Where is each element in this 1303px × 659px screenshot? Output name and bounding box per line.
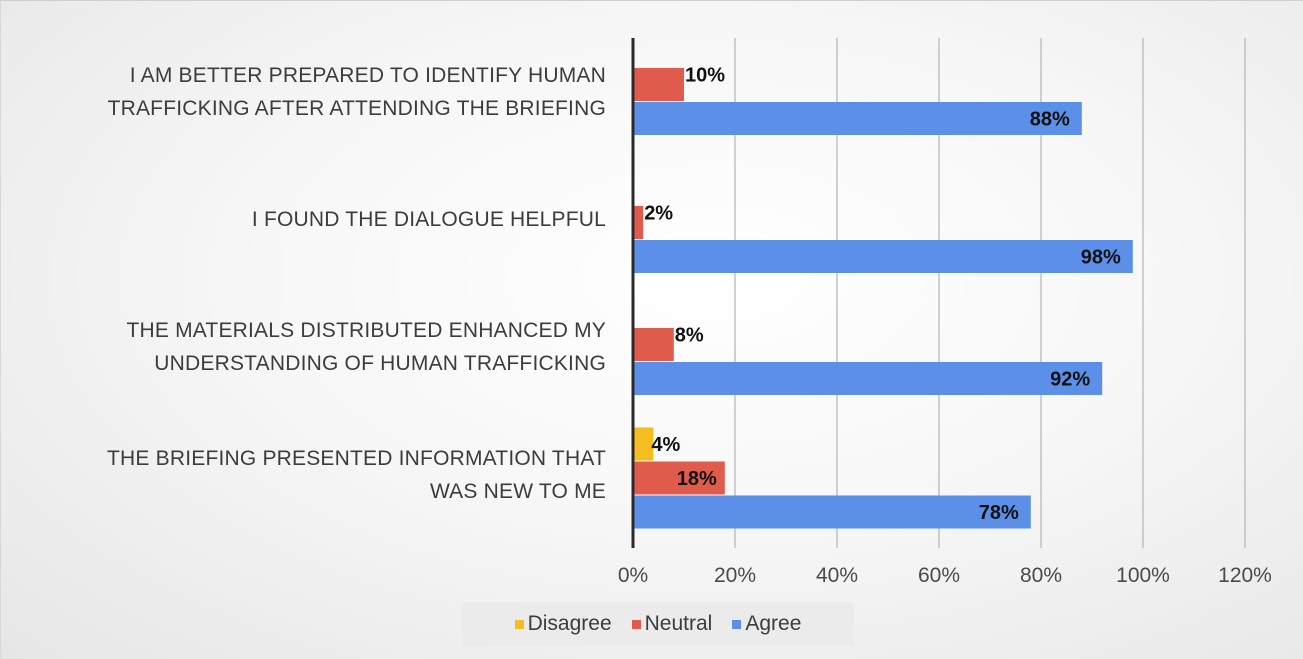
data-label: 78%: [979, 502, 1019, 524]
x-tick-label: 60%: [918, 564, 960, 587]
category-labels: I AM BETTER PREPARED TO IDENTIFY HUMAN TR…: [107, 64, 606, 503]
bar-neutral: [633, 461, 725, 495]
legend-item-agree: Agree: [732, 612, 801, 636]
bars: [633, 68, 1133, 529]
x-tick-label: 120%: [1218, 564, 1272, 587]
x-tick-label: 0%: [618, 564, 648, 587]
x-tick-label: 100%: [1116, 564, 1170, 587]
x-tick-label: 20%: [714, 564, 756, 587]
bar-neutral: [633, 328, 674, 361]
legend-swatch-disagree: [514, 619, 524, 629]
category-label: THE MATERIALS DISTRIBUTED ENHANCED MY: [126, 319, 606, 342]
legend-item-disagree: Disagree: [514, 612, 612, 636]
data-label: 4%: [651, 434, 680, 456]
legend-label-agree: Agree: [745, 612, 802, 635]
category-label: I AM BETTER PREPARED TO IDENTIFY HUMAN: [130, 64, 606, 87]
bar-agree: [633, 495, 1031, 529]
data-label: 18%: [677, 468, 717, 490]
x-tick-label: 80%: [1020, 564, 1062, 587]
category-label: WAS NEW TO ME: [430, 480, 606, 503]
data-label: 8%: [675, 325, 704, 347]
data-labels: 10% 88% 2% 98% 8% 92% 4% 18% 78%: [644, 65, 1121, 525]
legend-swatch-neutral: [631, 619, 641, 629]
data-label: 92%: [1050, 369, 1090, 391]
legend-label-disagree: Disagree: [527, 612, 612, 635]
data-label: 98%: [1081, 247, 1121, 269]
legend-item-neutral: Neutral: [631, 612, 713, 636]
bar-agree: [633, 362, 1103, 395]
data-label: 88%: [1030, 109, 1070, 131]
legend-swatch-agree: [732, 619, 742, 629]
bar-neutral: [633, 206, 644, 239]
category-label: UNDERSTANDING OF HUMAN TRAFFICKING: [154, 352, 606, 375]
category-label: TRAFFICKING AFTER ATTENDING THE BRIEFING: [108, 97, 606, 120]
bar-neutral: [633, 68, 684, 101]
bar-disagree: [633, 427, 654, 461]
category-label: I FOUND THE DIALOGUE HELPFUL: [252, 208, 606, 231]
x-tick-label: 40%: [816, 564, 858, 587]
data-label: 10%: [685, 65, 725, 87]
x-tick-labels: 0% 20% 40% 60% 80% 100% 120%: [618, 564, 1272, 587]
gridlines: [734, 38, 1246, 548]
bar-agree: [633, 240, 1133, 273]
data-label: 2%: [644, 203, 673, 225]
legend-label-neutral: Neutral: [644, 612, 713, 635]
category-label: THE BRIEFING PRESENTED INFORMATION THAT: [107, 447, 606, 470]
legend: Disagree Neutral Agree: [462, 602, 854, 646]
bar-chart: 0% 20% 40% 60% 80% 100% 120% I AM BETTER PREPA…: [107, 38, 1272, 587]
bar-agree: [633, 102, 1082, 135]
